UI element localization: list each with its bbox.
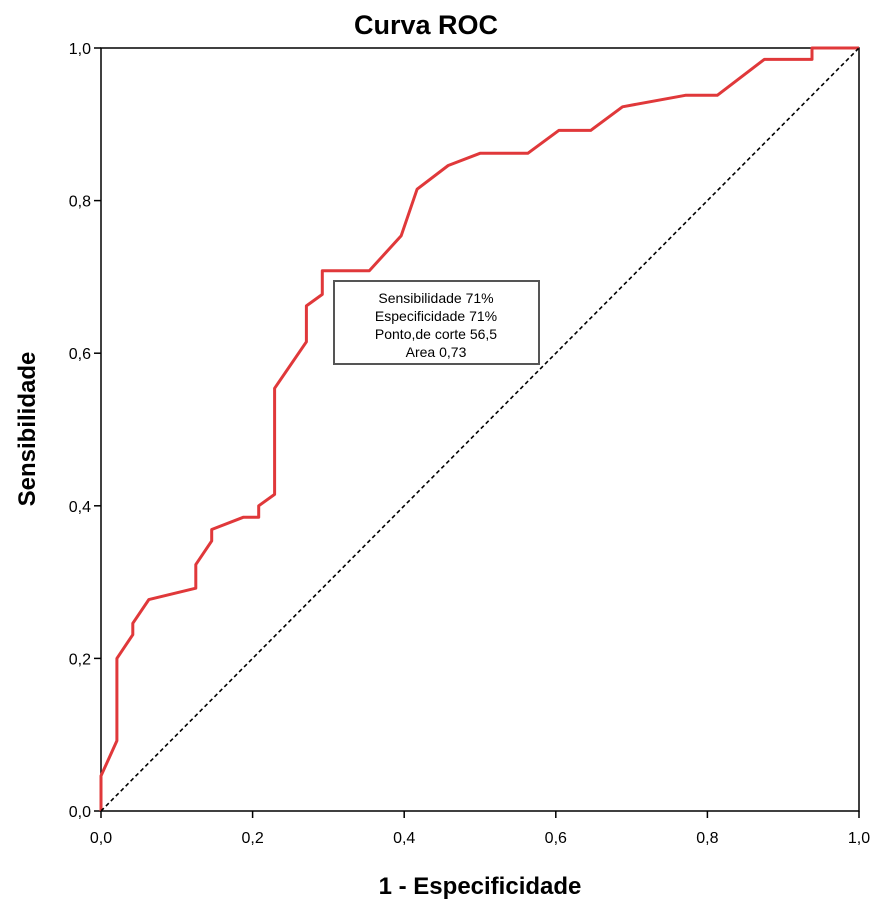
y-tick-label: 0,6 — [69, 346, 91, 363]
y-axis-label: Sensibilidade — [14, 352, 41, 507]
annotation-box: Sensibilidade 71% Especificidade 71% Pon… — [333, 280, 540, 365]
y-tick-label: 0,0 — [69, 804, 91, 821]
chart-title: Curva ROC — [354, 10, 498, 40]
annotation-line-1: Sensibilidade 71% — [378, 290, 493, 306]
x-tick-label: 0,2 — [241, 830, 263, 847]
x-tick-label: 0,8 — [696, 830, 718, 847]
x-axis-label: 1 - Especificidade — [379, 873, 582, 900]
y-tick-label: 0,8 — [69, 194, 91, 211]
annotation-line-3: Ponto,de corte 56,5 — [375, 326, 497, 342]
x-tick-label: 0,6 — [545, 830, 567, 847]
y-tick-label: 0,4 — [69, 499, 91, 516]
y-tick-label: 0,2 — [69, 651, 91, 668]
x-tick-label: 0,0 — [90, 830, 112, 847]
annotation-frame — [333, 280, 540, 365]
roc-curve-line — [99, 46, 859, 811]
x-tick-label: 0,4 — [393, 830, 415, 847]
y-tick-label: 1,0 — [69, 41, 91, 58]
annotation-line-4: Area 0,73 — [406, 344, 467, 360]
x-tick-label: 1,0 — [848, 830, 870, 847]
annotation-line-2: Especificidade 71% — [375, 308, 497, 324]
reference-diagonal-line — [100, 47, 860, 812]
plot-area-frame — [100, 47, 860, 812]
